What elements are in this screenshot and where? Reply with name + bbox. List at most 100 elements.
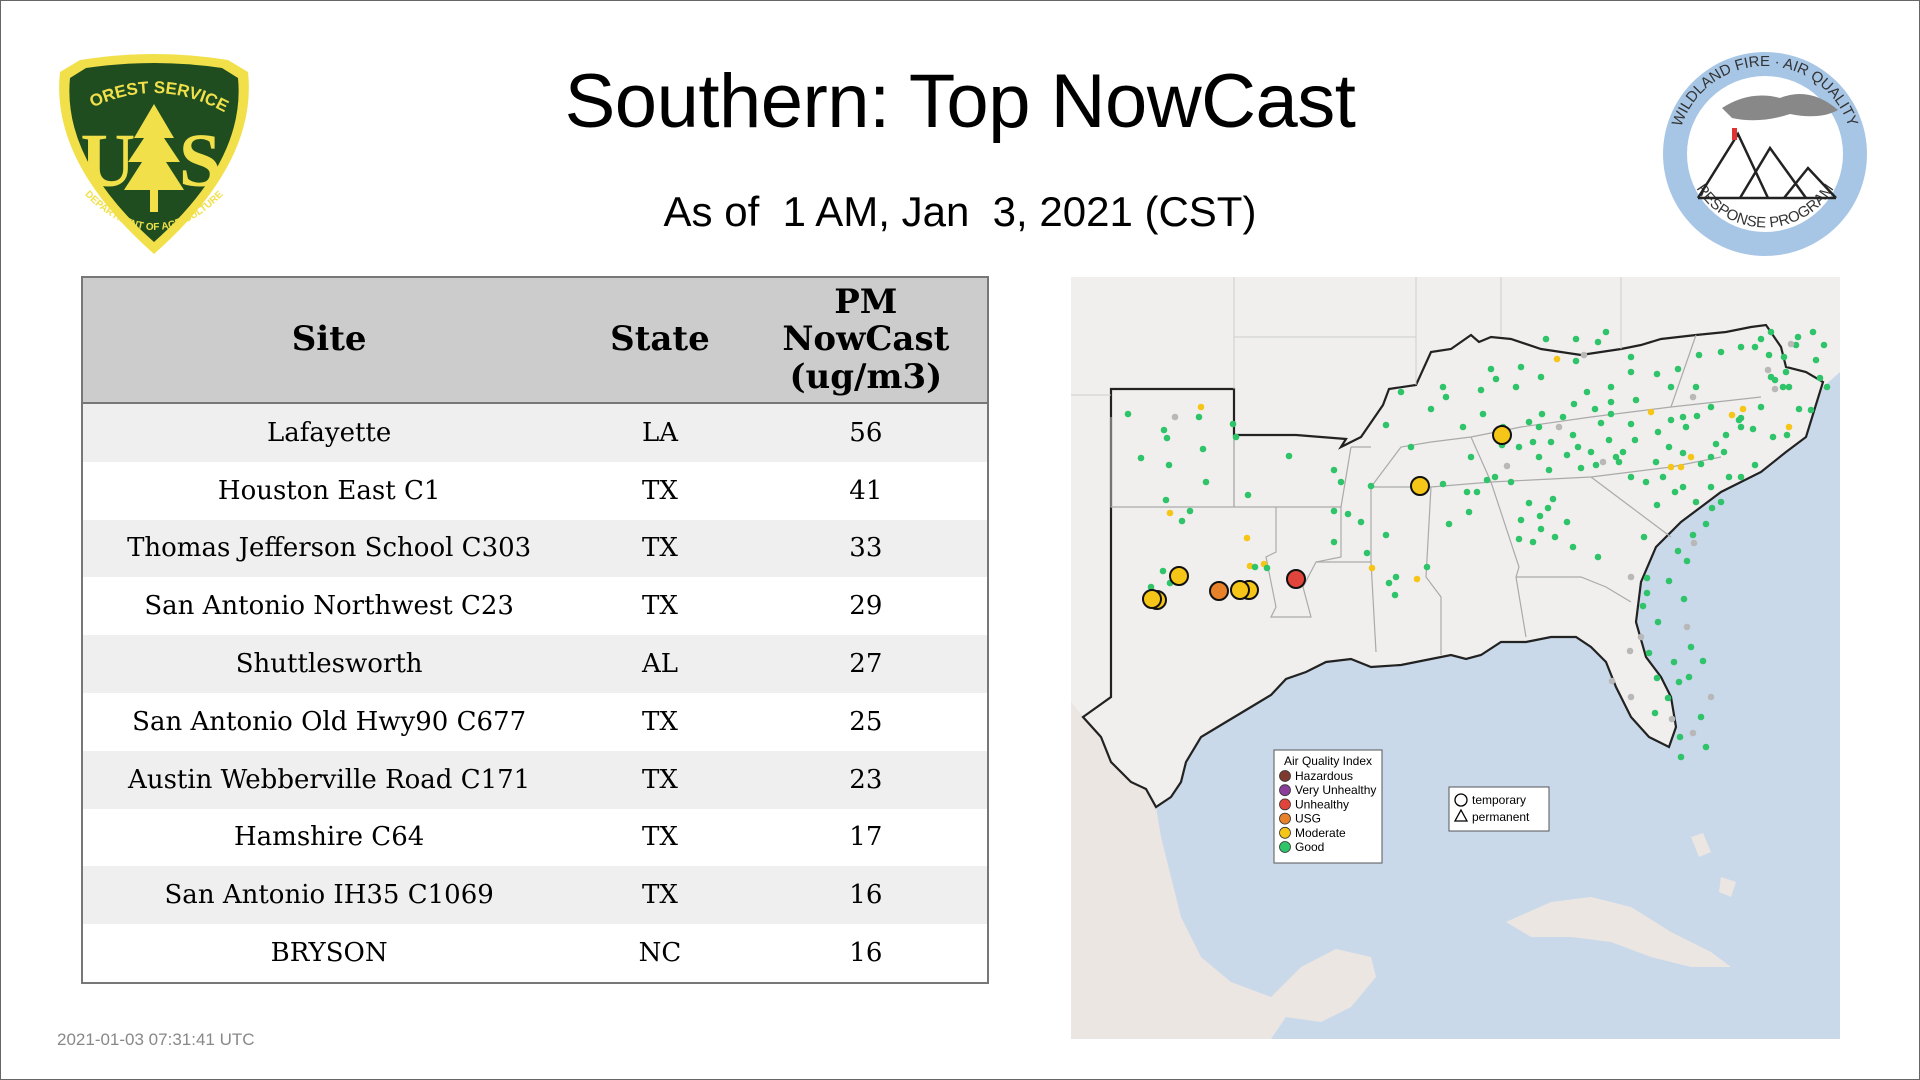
monitor-marker	[1699, 657, 1707, 665]
monitor-marker	[1243, 534, 1251, 542]
monitor-marker	[1823, 383, 1831, 391]
cell-value: 29	[744, 577, 987, 636]
cell-site: Lafayette	[83, 403, 576, 462]
monitor-marker	[1529, 438, 1537, 446]
monitor-marker	[1632, 396, 1640, 404]
monitor-marker	[1162, 496, 1170, 504]
monitor-marker	[1652, 458, 1660, 466]
monitor-marker	[1602, 328, 1610, 336]
page-title: Southern: Top NowCast	[564, 59, 1356, 144]
table-row: BRYSON NC 16	[83, 924, 987, 982]
monitor-marker	[1542, 335, 1550, 343]
monitor-marker	[1507, 478, 1515, 486]
monitor-marker	[1463, 488, 1471, 496]
monitor-marker	[1642, 478, 1650, 486]
monitor-marker	[1643, 574, 1651, 582]
monitor-marker	[1687, 453, 1695, 461]
monitor-marker	[1423, 563, 1431, 571]
cell-state: TX	[575, 750, 745, 809]
context-state-lines	[1071, 277, 1622, 396]
monitor-marker	[1459, 423, 1467, 431]
monitor-marker	[1529, 538, 1537, 546]
monitor-marker	[1675, 678, 1683, 686]
monitor-marker	[1785, 423, 1793, 431]
legend-label-unhealthy: Unhealthy	[1295, 797, 1349, 811]
monitor-marker	[1685, 673, 1693, 681]
cell-site: Hamshire C64	[83, 808, 576, 867]
monitor-marker	[1244, 491, 1252, 499]
monitor-marker	[1674, 365, 1682, 373]
monitor-marker	[1551, 533, 1559, 541]
forest-service-logo: FOREST SERVICE U S DEPARTMENT OF AGRICUL…	[50, 52, 249, 254]
fire-mark	[1732, 128, 1737, 140]
monitor-marker	[1503, 462, 1511, 470]
legend-label-very-unhealthy: Very Unhealthy	[1295, 783, 1376, 797]
monitor-marker	[1665, 577, 1673, 585]
monitor-marker	[1538, 410, 1546, 418]
monitor-marker	[1385, 579, 1393, 587]
cell-state: TX	[575, 808, 745, 867]
monitor-marker	[1195, 413, 1203, 421]
region-border	[1081, 323, 1825, 809]
monitor-marker	[1413, 575, 1421, 583]
monitor-marker	[1689, 393, 1697, 401]
header-pm-line3: (ug/m3)	[789, 356, 943, 397]
monitor-marker	[1536, 512, 1544, 520]
monitor-marker	[1555, 423, 1563, 431]
monitor-marker	[1665, 443, 1673, 451]
monitor-marker	[1767, 328, 1775, 336]
svg-text:S: S	[179, 119, 221, 203]
mountains-icon	[1696, 131, 1837, 200]
legend-swatch-unhealthy	[1279, 798, 1291, 811]
monitor-marker	[1607, 410, 1615, 418]
monitor-marker	[1178, 517, 1186, 525]
cell-site: San Antonio Northwest C23	[83, 577, 576, 636]
cell-site: Shuttlesworth	[83, 635, 576, 693]
monitor-marker	[1683, 623, 1691, 631]
header-site: Site	[83, 278, 576, 404]
monitor-marker	[1737, 414, 1745, 422]
monitor-marker	[1668, 715, 1676, 723]
monitor-marker	[1330, 466, 1338, 474]
monitor-marker	[1407, 443, 1415, 451]
monitor-marker	[1163, 434, 1171, 442]
monitor-marker	[1246, 562, 1254, 570]
cell-state: TX	[575, 461, 745, 520]
cell-value: 17	[744, 808, 987, 867]
monitor-marker	[1794, 333, 1802, 341]
monitor-marker	[1583, 388, 1591, 396]
monitor-marker	[1687, 643, 1695, 651]
monitor-marker	[1702, 743, 1710, 751]
monitor-marker	[1569, 543, 1577, 551]
legend-label-good: Good	[1295, 840, 1324, 854]
monitor-marker	[1792, 341, 1800, 349]
monitor-marker	[1607, 398, 1615, 406]
monitor-marker	[1664, 694, 1672, 702]
monitor-sites	[1124, 328, 1831, 761]
monitor-marker	[1512, 383, 1520, 391]
monitor-marker	[1605, 436, 1613, 444]
monitor-marker	[1712, 440, 1720, 448]
monitor-marker	[1202, 478, 1210, 486]
monitor-marker	[1544, 504, 1552, 512]
monitor-marker	[1627, 573, 1635, 581]
monitor-marker	[1570, 400, 1578, 408]
monitor-marker	[1439, 383, 1447, 391]
monitor-marker	[1382, 531, 1390, 539]
state-lines	[1110, 334, 1762, 655]
header-state: State	[575, 278, 745, 404]
monitor-marker	[1677, 463, 1685, 471]
monitor-marker	[1667, 463, 1675, 471]
pine-tree-icon	[124, 104, 184, 212]
legend-label-usg: USG	[1295, 812, 1321, 826]
monitor-marker	[1537, 525, 1545, 533]
monitor-marker	[1764, 366, 1772, 374]
monitor-marker	[1627, 353, 1635, 361]
monitor-marker	[1689, 729, 1697, 737]
legend-swatch-good	[1279, 841, 1291, 853]
monitor-marker	[1357, 518, 1365, 526]
cell-value: 56	[744, 403, 987, 462]
monitor-marker	[1574, 443, 1582, 451]
table-row: Thomas Jefferson School C303 TX 33	[83, 519, 987, 578]
map-land-bahamas	[1691, 833, 1736, 897]
